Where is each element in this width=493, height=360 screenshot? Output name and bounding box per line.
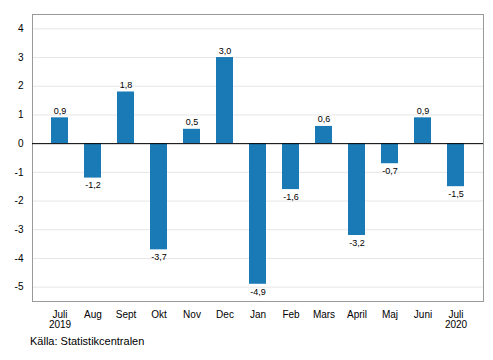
svg-text:-3,7: -3,7 [151,252,167,262]
svg-text:0,9: 0,9 [54,106,67,116]
svg-text:4: 4 [18,23,24,34]
svg-text:Dec: Dec [216,309,234,320]
svg-text:0: 0 [18,138,24,149]
svg-text:1: 1 [18,109,24,120]
svg-text:3: 3 [18,52,24,63]
svg-text:Sept: Sept [116,309,137,320]
svg-text:Maj: Maj [382,309,398,320]
svg-text:-1,6: -1,6 [283,192,299,202]
svg-text:Juli2020: Juli2020 [445,309,468,330]
svg-text:-1,2: -1,2 [85,180,101,190]
svg-text:-2: -2 [15,195,24,206]
svg-text:3,0: 3,0 [219,46,232,56]
svg-text:Juli2019: Juli2019 [49,309,72,330]
svg-text:-5: -5 [15,281,24,292]
svg-text:-1: -1 [15,167,24,178]
svg-text:Mars: Mars [313,309,335,320]
svg-text:1,8: 1,8 [120,80,133,90]
svg-text:Nov: Nov [183,309,201,320]
svg-text:Juni: Juni [414,309,432,320]
svg-text:-3,2: -3,2 [349,238,365,248]
svg-text:April: April [347,309,367,320]
svg-text:-4,9: -4,9 [250,287,266,297]
svg-text:-3: -3 [15,224,24,235]
svg-text:0,9: 0,9 [417,106,430,116]
svg-text:-1,5: -1,5 [448,189,464,199]
svg-text:0,6: 0,6 [318,114,331,124]
html-text:Källa: Statistikcentralen: Källa: Statistikcentralen [30,335,145,347]
svg-text:-4: -4 [15,253,24,264]
svg-text:Aug: Aug [84,309,102,320]
svg-text:-0,7: -0,7 [382,166,398,176]
svg-text:2: 2 [18,80,24,91]
svg-text:Okt: Okt [151,309,167,320]
svg-text:Feb: Feb [282,309,300,320]
svg-text:Jan: Jan [250,309,266,320]
svg-text:0,5: 0,5 [186,117,199,127]
